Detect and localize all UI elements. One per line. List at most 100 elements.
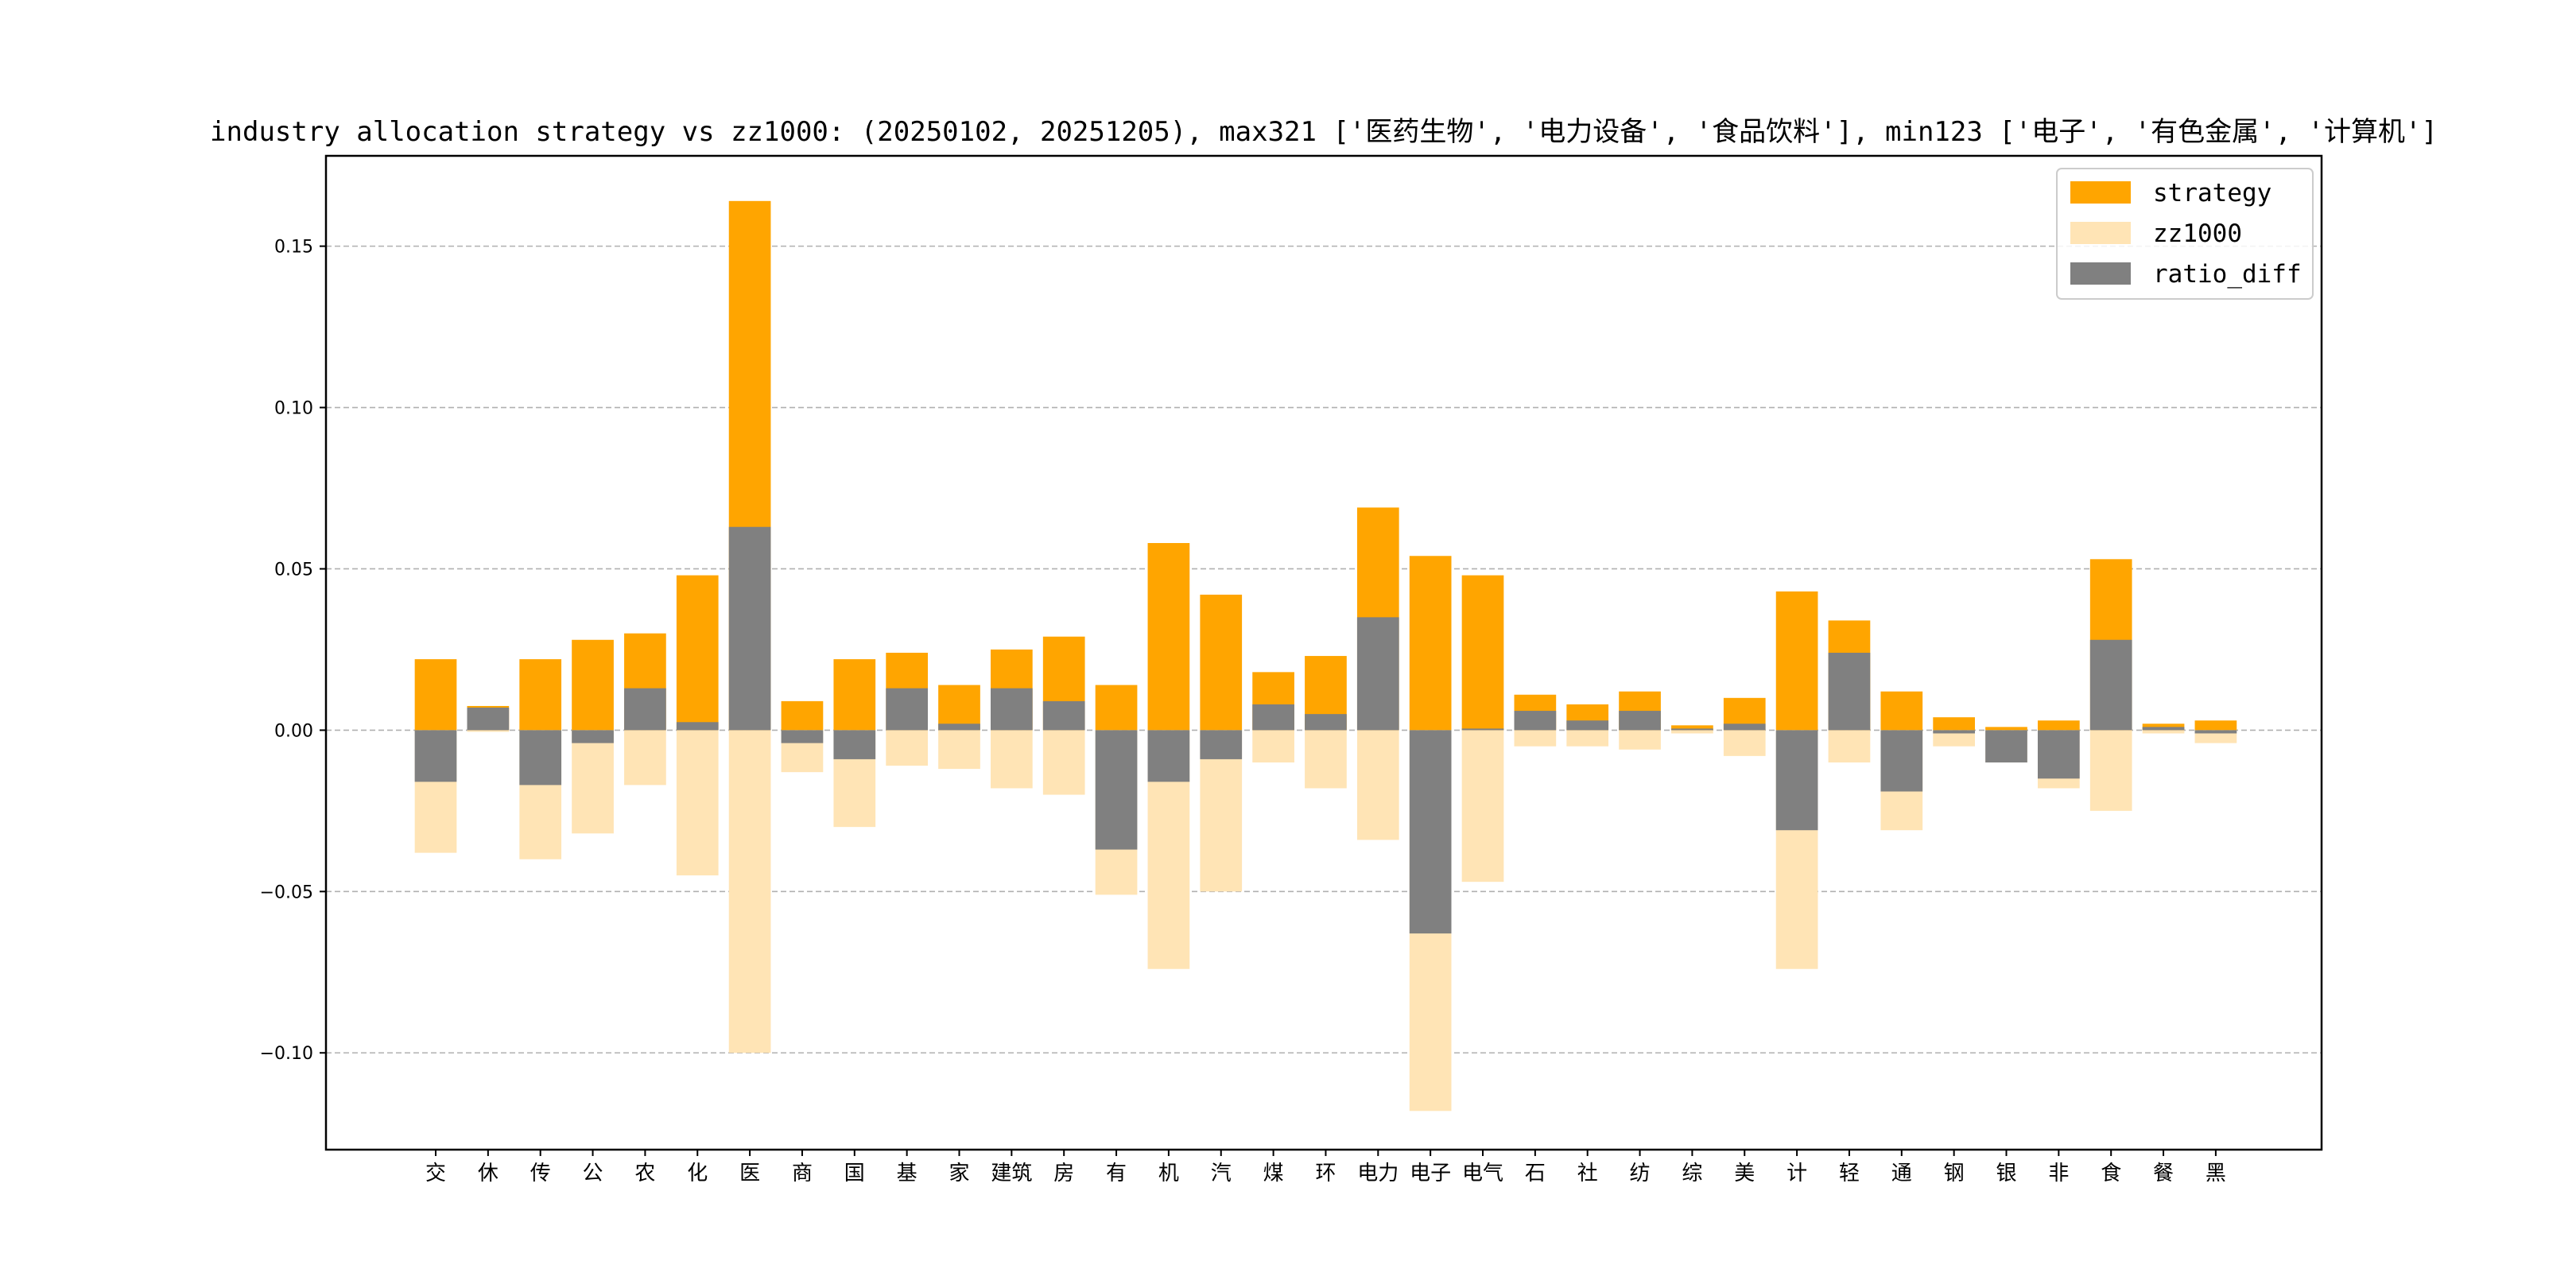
- bar-zz1000-家: [938, 730, 980, 770]
- bar-ratio_diff-汽: [1200, 730, 1243, 759]
- legend: strategy zz1000 ratio_diff: [2056, 168, 2314, 300]
- x-tick-label: 医: [739, 1162, 760, 1185]
- x-tick-label: 化: [687, 1162, 708, 1185]
- bar-strategy-商: [781, 700, 824, 731]
- x-tick-label: 农: [634, 1162, 655, 1185]
- bar-zz1000-纺: [1619, 730, 1661, 750]
- x-tick-label: 计: [1787, 1162, 1807, 1185]
- y-tick-label: 0.15: [274, 238, 313, 258]
- x-tick-label: 黑: [2206, 1162, 2226, 1185]
- x-tick-label: 电气: [1462, 1162, 1503, 1185]
- bar-ratio_diff-轻: [1828, 653, 1871, 731]
- bar-ratio_diff-通: [1880, 730, 1923, 792]
- x-tick-label: 石: [1525, 1162, 1546, 1185]
- x-tick-label: 商: [792, 1162, 813, 1185]
- bar-ratio_diff-食: [2089, 639, 2132, 731]
- bar-strategy-有: [1095, 685, 1138, 731]
- x-tick-label: 机: [1158, 1162, 1179, 1185]
- legend-swatch-zz1000: [2070, 222, 2131, 244]
- bar-ratio_diff-有: [1095, 730, 1138, 850]
- bar-zz1000-房: [1042, 730, 1085, 795]
- y-tick-label: 0.05: [274, 560, 313, 580]
- bar-zz1000-休: [467, 730, 510, 732]
- chart-title: industry allocation strategy vs zz1000: …: [210, 116, 2438, 148]
- bar-ratio_diff-黑: [2194, 730, 2237, 734]
- bar-zz1000-煤: [1252, 730, 1294, 762]
- bar-strategy-机: [1147, 543, 1190, 731]
- bar-ratio_diff-煤: [1252, 704, 1294, 731]
- x-tick-label: 煤: [1263, 1162, 1284, 1185]
- bar-strategy-化: [676, 575, 719, 731]
- bar-zz1000-餐: [2142, 730, 2185, 734]
- x-tick-label: 电力: [1357, 1162, 1399, 1185]
- x-tick-label: 通: [1891, 1162, 1912, 1185]
- bar-ratio_diff-纺: [1619, 711, 1661, 731]
- bar-zz1000-综: [1671, 730, 1713, 734]
- x-tick-label: 钢: [1944, 1162, 1965, 1185]
- bar-strategy-电气: [1461, 575, 1504, 731]
- x-tick-label: 公: [583, 1162, 603, 1185]
- y-axis: 0.15 0.10 0.05 0.00 −0.05 −0.10: [260, 238, 326, 1064]
- bar-ratio_diff-基: [886, 688, 928, 731]
- bar-ratio_diff-商: [781, 730, 824, 743]
- bar-ratio_diff-社: [1566, 720, 1609, 731]
- bar-ratio_diff-国: [833, 730, 876, 759]
- bar-ratio_diff-非: [2038, 730, 2080, 779]
- bar-zz1000-社: [1566, 730, 1609, 747]
- bar-zz1000-建筑: [991, 730, 1033, 789]
- x-tick-label: 综: [1682, 1162, 1702, 1185]
- bar-zz1000-电气: [1461, 730, 1504, 883]
- bar-ratio_diff-建筑: [991, 688, 1033, 731]
- legend-label-strategy: strategy: [2153, 179, 2271, 208]
- y-tick-label: 0.10: [274, 399, 313, 419]
- bar-zz1000-基: [886, 730, 928, 766]
- bar-strategy-餐: [2142, 724, 2185, 731]
- legend-swatch-ratio_diff: [2070, 262, 2131, 285]
- bar-zz1000-医: [728, 730, 771, 1053]
- x-tick-label: 餐: [2153, 1162, 2174, 1185]
- bar-zz1000-环: [1305, 730, 1347, 789]
- x-tick-label: 房: [1053, 1162, 1074, 1185]
- legend-label-zz1000: zz1000: [2153, 219, 2242, 248]
- bar-strategy-公: [572, 639, 614, 731]
- x-tick-label: 轻: [1839, 1162, 1860, 1185]
- bar-zz1000-公: [572, 730, 614, 834]
- bar-strategy-汽: [1200, 594, 1243, 731]
- bar-strategy-黑: [2194, 720, 2237, 731]
- x-tick-label: 食: [2101, 1162, 2121, 1185]
- legend-swatch-strategy: [2070, 181, 2131, 204]
- bar-ratio_diff-传: [519, 730, 562, 786]
- x-tick-label: 银: [1996, 1162, 2016, 1185]
- bar-strategy-银: [1985, 727, 2027, 731]
- bar-ratio_diff-电子: [1409, 730, 1452, 934]
- bar-strategy-综: [1671, 725, 1713, 731]
- legend-label-ratio_diff: ratio_diff: [2153, 260, 2302, 289]
- bar-ratio_diff-家: [938, 724, 980, 731]
- x-tick-label: 国: [844, 1162, 865, 1185]
- bar-zz1000-美: [1723, 730, 1766, 756]
- x-tick-label: 电子: [1410, 1162, 1451, 1185]
- bar-zz1000-石: [1514, 730, 1557, 747]
- x-tick-label: 家: [949, 1162, 969, 1185]
- x-tick-label: 非: [2048, 1162, 2069, 1185]
- x-tick-label: 有: [1106, 1162, 1127, 1185]
- bar-ratio_diff-农: [624, 688, 666, 731]
- bar-strategy-家: [938, 685, 980, 731]
- bar-zz1000-轻: [1828, 730, 1871, 762]
- bar-zz1000-钢: [1933, 730, 1975, 747]
- x-tick-label: 汽: [1211, 1162, 1232, 1185]
- bar-ratio_diff-石: [1514, 711, 1557, 731]
- bar-strategy-国: [833, 659, 876, 731]
- plot-frame: [324, 154, 2323, 1151]
- bar-zz1000-农: [624, 730, 666, 786]
- bar-ratio_diff-电气: [1461, 728, 1504, 731]
- x-tick-label: 传: [530, 1162, 551, 1185]
- bar-ratio_diff-休: [467, 707, 510, 731]
- x-tick-label: 环: [1315, 1162, 1336, 1185]
- bar-ratio_diff-钢: [1933, 730, 1975, 734]
- bar-strategy-电子: [1409, 556, 1452, 731]
- bar-ratio_diff-机: [1147, 730, 1190, 782]
- bars: [414, 200, 2237, 1111]
- y-tick-label: 0.00: [274, 721, 313, 741]
- x-tick-label: 建筑: [991, 1162, 1032, 1185]
